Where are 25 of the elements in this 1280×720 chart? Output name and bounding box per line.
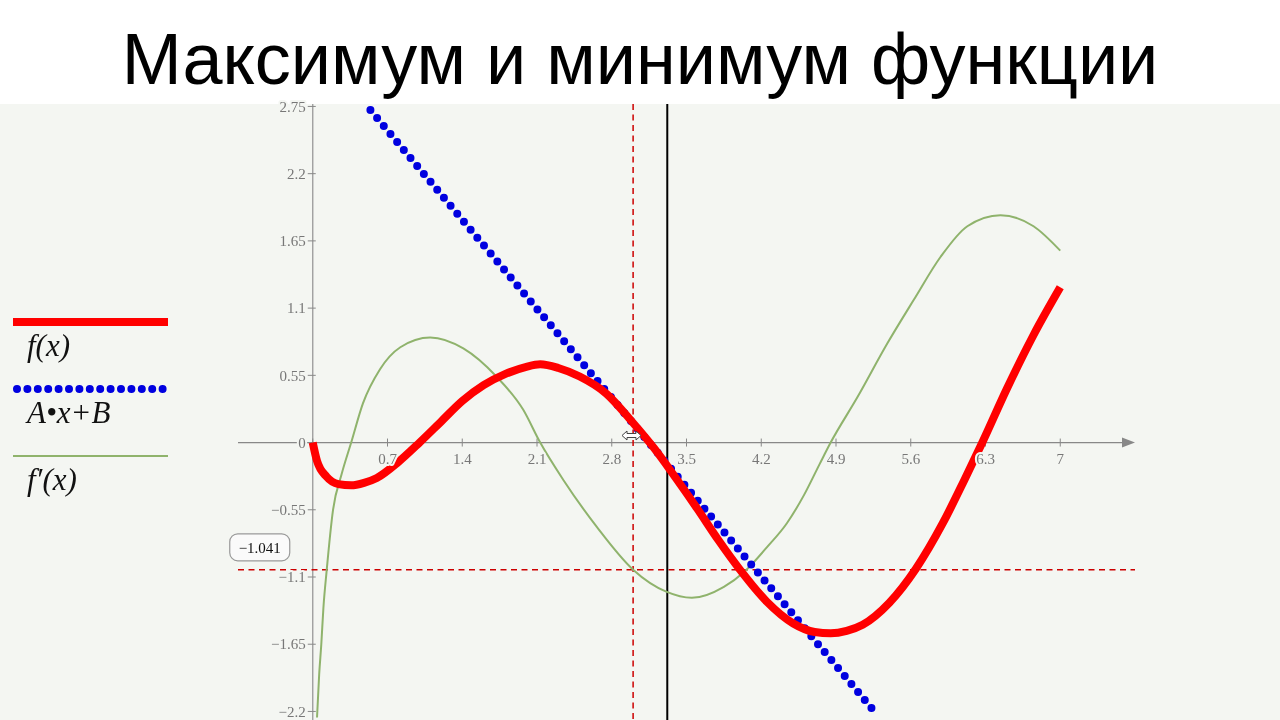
- y-tick-label: −2.2: [278, 703, 306, 720]
- x-tick-label: 7: [1056, 450, 1065, 467]
- x-tick-label: 5.6: [901, 450, 921, 467]
- legend-label: f′(x): [27, 462, 77, 497]
- y-tick-label: 1.1: [287, 300, 306, 317]
- chart-title: Максимум и минимум функции: [121, 19, 1159, 99]
- x-tick-label: 0.7: [378, 450, 398, 467]
- y-tick-label: 2.75: [279, 98, 306, 115]
- x-tick-label: 4.9: [826, 450, 846, 467]
- legend-label: f(x): [27, 328, 71, 363]
- x-tick-label: 4.2: [751, 450, 771, 467]
- x-tick-label: 1.4: [452, 450, 473, 467]
- x-tick-label: 2.8: [602, 450, 622, 467]
- ref-line-label: −1.041: [238, 540, 281, 557]
- y-tick-label: −1.1: [278, 569, 306, 586]
- y-tick-label: 1.65: [279, 233, 306, 250]
- x-tick-label: 2.1: [527, 450, 547, 467]
- x-tick-label: 3.5: [677, 450, 696, 467]
- x-tick-label: 6.3: [976, 450, 995, 467]
- y-tick-label: 0.55: [279, 367, 306, 384]
- legend-label: A•x+B: [25, 395, 111, 430]
- y-tick-label: 2.2: [287, 165, 306, 182]
- y-tick-label: −1.65: [271, 636, 306, 653]
- line-series: [316, 214, 1062, 719]
- y-tick-label: −0.55: [271, 502, 306, 519]
